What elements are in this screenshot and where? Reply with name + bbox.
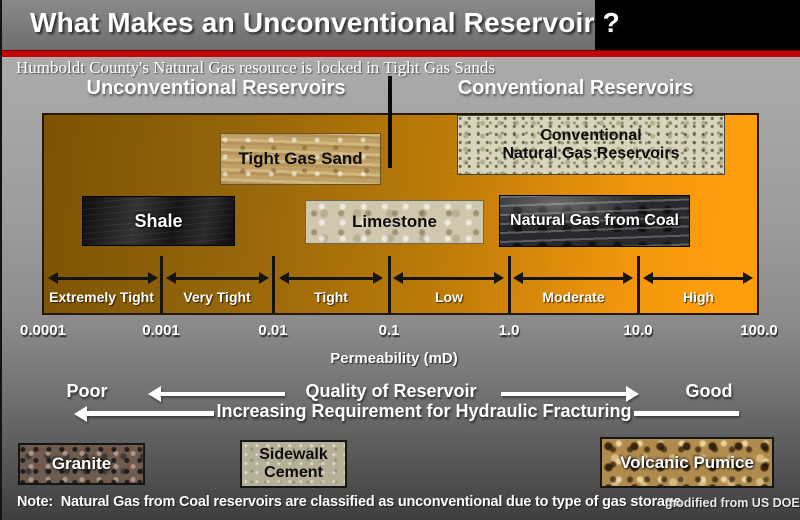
segment-label-low: Low [435, 289, 463, 305]
sample-cement-line2: Cement [264, 464, 323, 481]
rock-limestone: Limestone [305, 200, 484, 244]
rock-natural-gas-from-coal: Natural Gas from Coal [499, 195, 690, 247]
sample-granite-label: Granite [51, 454, 112, 473]
sample-granite: Granite [18, 443, 145, 485]
axis-title-permeability: Permeability (mD) [330, 350, 458, 367]
quality-good-label: Good [685, 381, 733, 401]
tick-0.01 [272, 256, 275, 313]
rock-conventional-line1: Conventional [540, 126, 642, 144]
segment-arrow-extremely-tight [48, 272, 158, 284]
unconventional-conventional-divider [388, 76, 392, 168]
page-title: What Makes an Unconventional Reservoir ? [30, 7, 620, 38]
tick-1.0 [508, 256, 511, 313]
quality-right-arrow-icon [626, 386, 639, 402]
quality-right-arrow-shaft [501, 392, 627, 396]
axis-value-1.0: 1.0 [498, 322, 520, 339]
axis-value-0.001: 0.001 [142, 322, 180, 339]
fracturing-left-arrow-icon [74, 406, 87, 422]
rock-limestone-label: Limestone [351, 212, 438, 232]
fracturing-label: Increasing Requirement for Hydraulic Fra… [216, 401, 632, 421]
axis-value-100.0: 100.0 [740, 322, 778, 339]
tick-0.001 [160, 256, 163, 313]
sample-cement-label: Sidewalk Cement [259, 446, 327, 481]
red-divider-stripe [2, 50, 800, 57]
axis-value-0.0001: 0.0001 [20, 322, 66, 339]
segment-arrow-tight [279, 272, 383, 284]
axis-value-0.01: 0.01 [258, 322, 288, 339]
segment-arrow-very-tight [166, 272, 269, 284]
segment-arrow-low [393, 272, 504, 284]
rock-tight-gas-sand: Tight Gas Sand [220, 133, 381, 185]
segment-label-high: High [682, 289, 715, 305]
subtitle: Humboldt County's Natural Gas resource i… [16, 58, 496, 77]
tick-0.1 [388, 256, 391, 313]
fracturing-left-shaft [86, 411, 214, 416]
segment-arrow-high [643, 272, 753, 284]
header-conventional: Conventional Reservoirs [457, 77, 694, 99]
tick-10.0 [637, 256, 640, 313]
header-unconventional: Unconventional Reservoirs [86, 77, 346, 99]
sample-cement-line1: Sidewalk [259, 446, 328, 464]
fracturing-right-shaft [634, 411, 739, 416]
segment-label-tight: Tight [314, 289, 348, 305]
sample-sidewalk-cement: Sidewalk Cement [240, 440, 347, 488]
rock-conventional-line2: Natural Gas Reservoirs [502, 145, 680, 162]
axis-value-10.0: 10.0 [623, 322, 653, 339]
footnote: Note: Natural Gas from Coal reservoirs a… [17, 494, 682, 510]
segment-label-moderate: Moderate [542, 289, 605, 305]
rock-conventional-label: Conventional Natural Gas Reservoirs [503, 127, 680, 164]
quality-poor-label: Poor [66, 381, 108, 401]
rock-conventional-reservoirs: Conventional Natural Gas Reservoirs [457, 115, 725, 175]
rock-shale: Shale [82, 196, 235, 246]
segment-arrow-moderate [513, 272, 633, 284]
rock-coal-label: Natural Gas from Coal [510, 211, 679, 229]
sample-volcanic-pumice: Volcanic Pumice [600, 437, 774, 488]
quality-left-arrow-icon [148, 386, 161, 402]
segment-label-very-tight: Very Tight [183, 289, 251, 305]
rock-tight-gas-sand-label: Tight Gas Sand [238, 149, 363, 169]
quality-of-reservoir-label: Quality of Reservoir [305, 381, 477, 401]
axis-value-0.1: 0.1 [378, 322, 400, 339]
rock-shale-label: Shale [134, 210, 183, 231]
sample-pumice-label: Volcanic Pumice [620, 452, 754, 472]
source-credit: modified from US DOE [665, 496, 800, 510]
quality-left-arrow-shaft [160, 392, 285, 396]
title-black-block [595, 0, 800, 50]
segment-label-extremely-tight: Extremely Tight [49, 289, 154, 305]
